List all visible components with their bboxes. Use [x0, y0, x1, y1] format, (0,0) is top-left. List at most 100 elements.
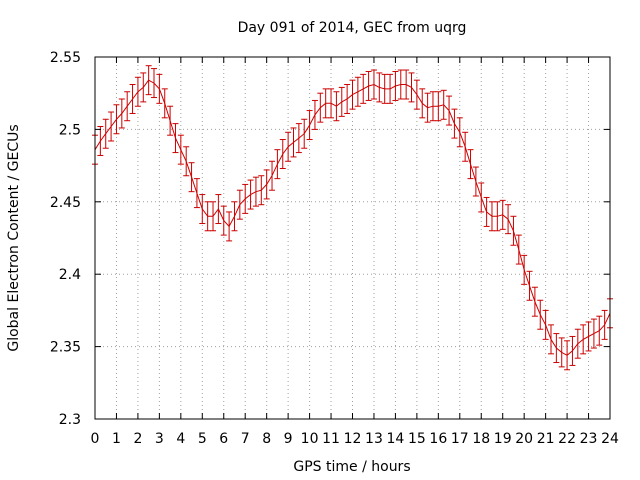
error-bar — [429, 91, 436, 122]
error-bar — [231, 201, 238, 232]
series-gec — [92, 65, 613, 371]
error-bar — [408, 72, 415, 103]
error-bar — [354, 76, 361, 107]
error-bar — [295, 123, 302, 154]
error-bar — [161, 88, 168, 119]
error-bar — [199, 194, 206, 225]
error-bar — [285, 131, 292, 162]
error-bar — [413, 79, 420, 110]
error-bar — [177, 134, 184, 165]
error-bar — [317, 92, 324, 123]
error-bar — [360, 73, 367, 104]
error-bar — [531, 286, 538, 317]
error-bar — [328, 88, 335, 119]
error-bar — [381, 73, 388, 104]
error-bar — [220, 205, 227, 236]
x-tick-label: 17 — [451, 431, 469, 447]
error-bar — [140, 72, 147, 103]
x-tick-label: 1 — [112, 431, 121, 447]
error-bar — [349, 79, 356, 110]
error-bar — [580, 324, 587, 355]
error-bar — [172, 123, 179, 154]
x-tick-label: 16 — [429, 431, 447, 447]
error-bar — [226, 211, 233, 242]
x-tick-label: 21 — [537, 431, 555, 447]
error-bar — [494, 201, 501, 232]
x-tick-label: 23 — [580, 431, 598, 447]
error-bar — [306, 110, 313, 141]
error-bar — [338, 86, 345, 117]
error-bar — [521, 254, 528, 285]
error-bar — [333, 91, 340, 122]
error-bar — [472, 166, 479, 197]
error-bar — [590, 318, 597, 349]
error-bar — [124, 91, 131, 122]
y-tick-label: 2.3 — [59, 412, 81, 428]
error-bar — [113, 104, 120, 135]
error-bar — [151, 68, 158, 99]
x-tick-label: 8 — [262, 431, 271, 447]
error-bar — [252, 176, 259, 207]
error-bar — [215, 194, 222, 225]
error-bar — [403, 69, 410, 100]
error-bar — [456, 117, 463, 148]
error-bar — [236, 189, 243, 220]
error-bar — [569, 335, 576, 366]
error-bar — [553, 333, 560, 364]
x-tick-label: 2 — [133, 431, 142, 447]
x-tick-label: 15 — [408, 431, 426, 447]
x-tick-label: 18 — [472, 431, 490, 447]
error-bar — [387, 73, 394, 104]
error-bar — [483, 196, 490, 227]
error-bar — [167, 105, 174, 136]
error-bar — [134, 76, 141, 107]
error-bar — [574, 328, 581, 359]
y-tick-label: 2.35 — [50, 340, 81, 356]
error-bar — [102, 118, 109, 149]
error-bar — [156, 73, 163, 104]
error-bar — [258, 175, 265, 206]
ticks: 0 1 2 3 4 5 6 7 8 9 10 11 12 13 14 15 16 17 18 19 20 21 22 23 24… — [50, 50, 619, 447]
error-bar — [537, 299, 544, 330]
error-bar — [118, 98, 125, 129]
error-bar — [129, 84, 136, 114]
error-bar — [397, 69, 404, 100]
error-bar — [263, 169, 270, 200]
error-bar — [446, 95, 453, 126]
x-tick-label: 12 — [344, 431, 362, 447]
x-tick-label: 24 — [601, 431, 619, 447]
error-bar — [488, 201, 495, 232]
error-bar — [290, 127, 297, 158]
y-tick-label: 2.55 — [50, 50, 81, 66]
error-bar — [392, 70, 399, 101]
error-bar — [435, 91, 442, 122]
x-tick-label: 7 — [241, 431, 250, 447]
x-tick-label: 13 — [365, 431, 383, 447]
error-bar — [274, 149, 281, 180]
error-bar — [542, 309, 549, 340]
error-bar — [515, 234, 522, 265]
error-bar — [108, 111, 115, 142]
x-tick-label: 22 — [558, 431, 576, 447]
error-bar — [279, 139, 286, 169]
error-bar — [311, 99, 318, 130]
error-bar — [419, 88, 426, 119]
error-bar — [242, 183, 249, 214]
error-bar — [526, 270, 533, 301]
error-bar — [424, 92, 431, 123]
x-tick-label: 3 — [155, 431, 164, 447]
x-tick-label: 5 — [198, 431, 207, 447]
x-tick-label: 20 — [515, 431, 533, 447]
error-bar — [596, 315, 603, 346]
error-bar — [601, 309, 608, 340]
error-bar — [370, 69, 377, 100]
error-bar — [204, 201, 211, 232]
chart-title: Day 091 of 2014, GEC from uqrg — [238, 20, 467, 36]
y-tick-label: 2.4 — [59, 267, 81, 283]
error-bar — [183, 146, 190, 177]
y-tick-label: 2.45 — [50, 195, 81, 211]
error-bar — [210, 201, 217, 232]
error-bar — [365, 70, 372, 101]
error-bar — [505, 204, 512, 235]
